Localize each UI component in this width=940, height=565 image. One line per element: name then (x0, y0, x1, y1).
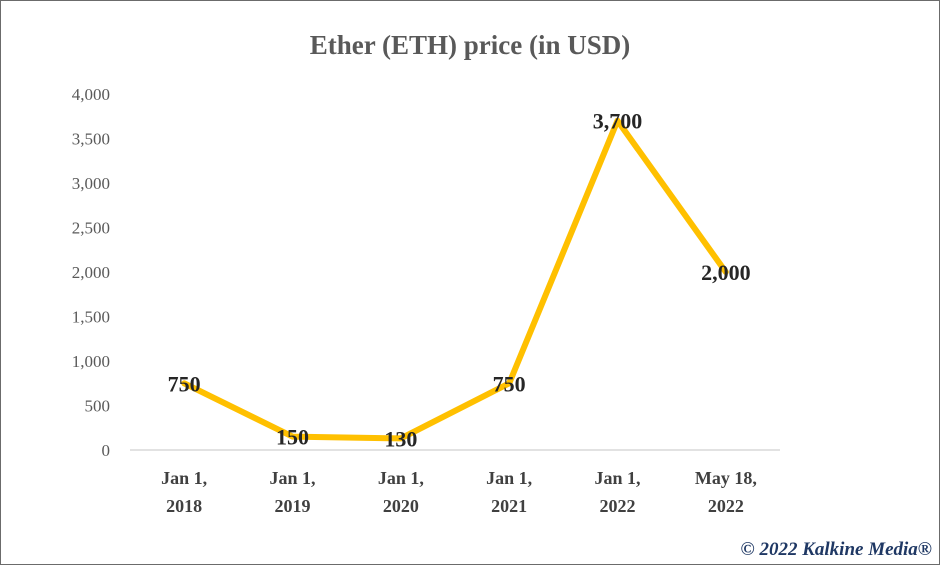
y-tick-label: 4,000 (72, 85, 110, 104)
x-tick-label: Jan 1, 2018 (161, 468, 207, 516)
y-tick-label: 2,000 (72, 263, 110, 282)
chart-title: Ether (ETH) price (in USD) (309, 30, 631, 60)
y-tick-label: 3,000 (72, 174, 110, 193)
data-label: 150 (276, 425, 309, 450)
data-label: 2,000 (701, 260, 751, 285)
copyright-notice: © 2022 Kalkine Media® (740, 539, 932, 560)
y-axis-ticks: 0 500 1,000 1,500 2,000 2,500 3,000 3,500 4,000 (72, 85, 110, 460)
x-tick-label: Jan 1, 2020 (378, 468, 424, 516)
x-tick-label: Jan 1, 2022 (594, 468, 640, 516)
data-label: 3,700 (593, 109, 643, 134)
series-line (181, 117, 729, 442)
y-tick-label: 2,500 (72, 219, 110, 238)
x-tick-label: May 18, 2022 (695, 468, 757, 516)
data-label: 750 (493, 371, 526, 396)
y-tick-label: 500 (85, 397, 111, 416)
x-tick-label: Jan 1, 2019 (269, 468, 315, 516)
data-label: 750 (168, 371, 201, 396)
y-tick-label: 3,500 (72, 130, 110, 149)
data-labels: 750 150 130 750 3,700 2,000 (168, 109, 751, 452)
y-tick-label: 1,000 (72, 352, 110, 371)
x-axis-ticks: Jan 1, 2018 Jan 1, 2019 Jan 1, 2020 Jan 1, 2021… (161, 468, 757, 516)
y-tick-label: 1,500 (72, 308, 110, 327)
data-label: 130 (384, 426, 417, 451)
x-tick-label: Jan 1, 2021 (486, 468, 532, 516)
y-tick-label: 0 (102, 441, 111, 460)
